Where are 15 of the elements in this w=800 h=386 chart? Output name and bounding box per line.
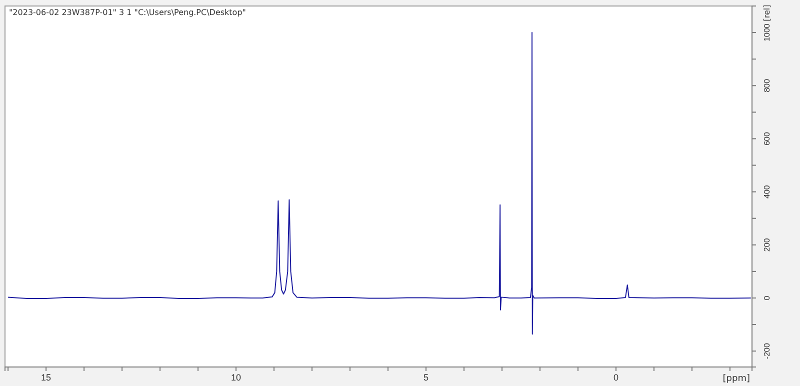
y-tick-label: 800 xyxy=(762,78,772,92)
x-tick-label: 10 xyxy=(231,372,242,382)
y-tick-label: 1000 xyxy=(762,23,772,42)
y-tick-label: 600 xyxy=(762,132,772,146)
chart-title: "2023-06-02 23W387P-01" 3 1 "C:\Users\Peng.PC\Desktop" xyxy=(9,8,246,17)
x-axis-title: [ppm] xyxy=(722,374,750,384)
y-tick-label: 200 xyxy=(762,238,772,252)
line-series xyxy=(8,32,752,335)
x-tick-label: 15 xyxy=(41,372,52,382)
y-tick-label: 400 xyxy=(762,184,772,198)
x-tick-label: 0 xyxy=(613,372,618,382)
y-tick-label: 0 xyxy=(762,295,772,300)
x-tick-label: 5 xyxy=(423,372,429,382)
y-tick-label: -200 xyxy=(762,342,772,360)
y-axis-title: [rel] xyxy=(762,4,772,22)
